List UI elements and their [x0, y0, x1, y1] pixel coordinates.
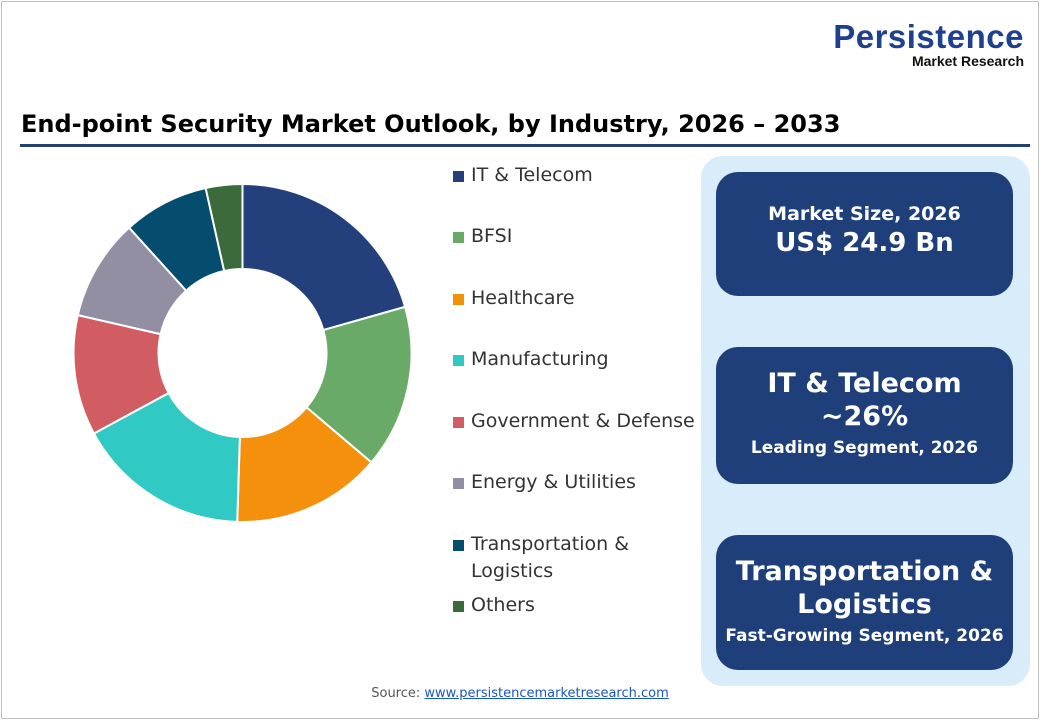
leading-segment-share: ~26%: [820, 401, 909, 432]
legend-swatch: [453, 417, 464, 428]
chart-title: End-point Security Market Outlook, by In…: [21, 110, 841, 138]
donut-slice-manufacturing: [92, 391, 241, 523]
legend-swatch: [453, 601, 464, 612]
source-note: Source: www.persistencemarketresearch.co…: [0, 686, 1040, 701]
donut-slice-bfsi: [305, 305, 413, 464]
legend-swatch: [453, 232, 464, 243]
leading-segment-caption: Leading Segment, 2026: [750, 438, 979, 458]
leading-segment-card: IT & Telecom ~26% Leading Segment, 2026: [716, 347, 1013, 484]
fast-growing-name-line2: Logistics: [797, 589, 932, 620]
title-divider: [20, 144, 1030, 147]
fast-growing-caption: Fast-Growing Segment, 2026: [725, 626, 1004, 646]
logo-main: Persistence: [833, 18, 1024, 55]
fast-growing-name-line1: Transportation &: [735, 556, 994, 587]
legend-swatch: [453, 540, 464, 551]
fast-growing-card: Transportation & Logistics Fast-Growing …: [716, 535, 1013, 670]
logo-sub: Market Research: [911, 53, 1024, 69]
legend-swatch: [453, 478, 464, 489]
legend-swatch: [453, 171, 464, 182]
donut-slice-it-telecom: [241, 182, 407, 332]
donut-slice-others: [204, 182, 244, 273]
source-link[interactable]: www.persistencemarketresearch.com: [424, 686, 669, 701]
leading-segment-name: IT & Telecom: [767, 368, 962, 399]
market-size-label: Market Size, 2026: [768, 203, 961, 225]
logo: Persistence Market Research: [833, 18, 1024, 69]
source-label: Source:: [371, 686, 425, 701]
legend-swatch: [453, 294, 464, 305]
legend-swatch: [453, 355, 464, 366]
donut-slice-healthcare: [236, 405, 373, 523]
donut-chart: [72, 182, 413, 523]
market-size-value: US$ 24.9 Bn: [775, 228, 954, 258]
market-size-card: Market Size, 2026 US$ 24.9 Bn: [716, 172, 1013, 296]
